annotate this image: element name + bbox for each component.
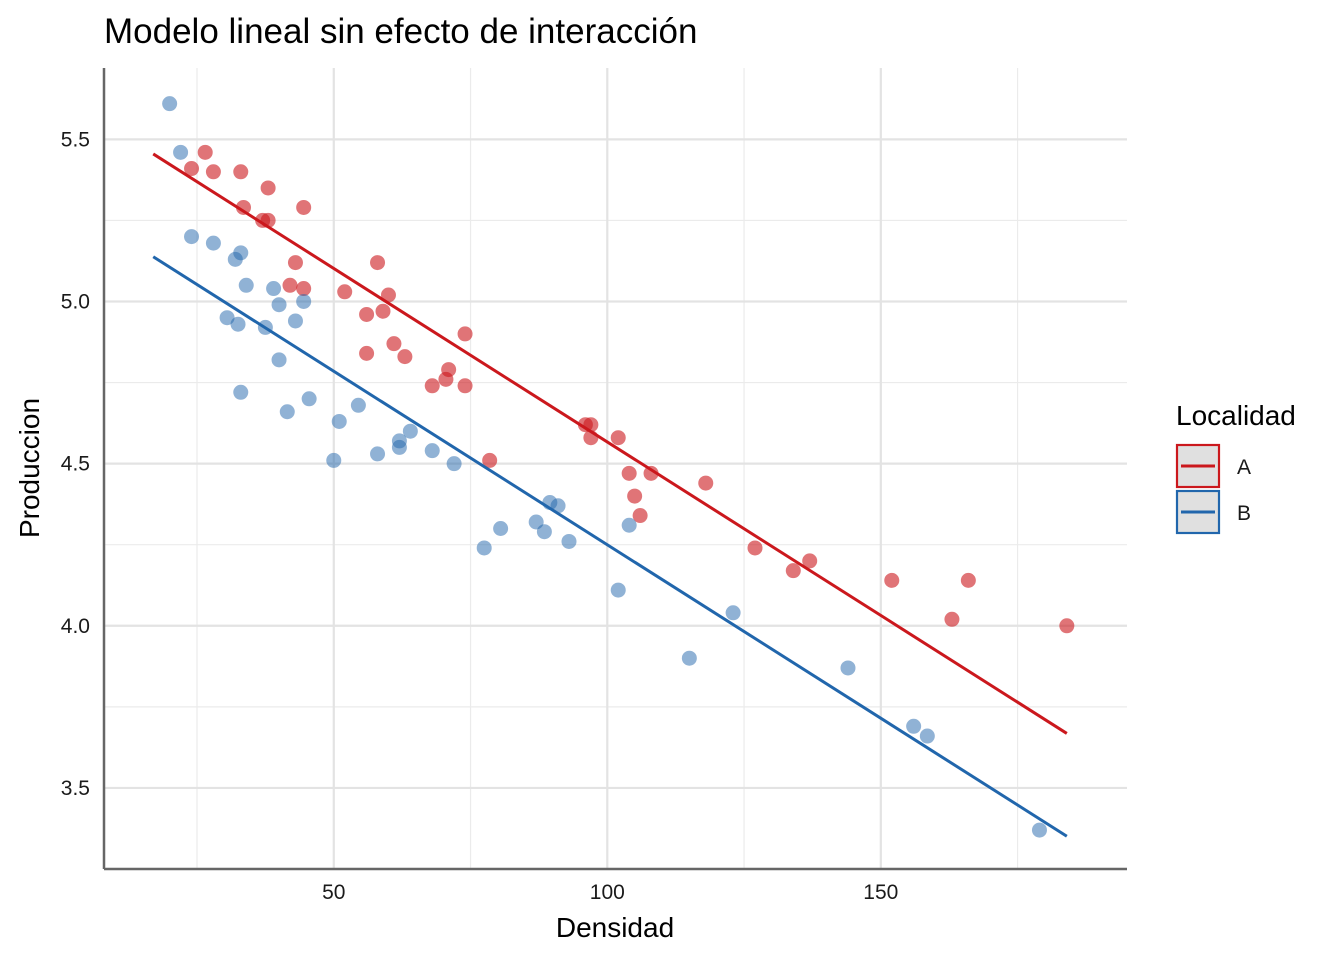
y-tick-label: 5.5 [61, 128, 90, 151]
grid-minor [104, 68, 1127, 869]
point-B [162, 96, 178, 112]
point-A [482, 452, 498, 468]
point-A [621, 465, 637, 481]
y-tick-label: 3.5 [61, 777, 90, 800]
point-A [296, 199, 312, 215]
point-A [785, 563, 801, 579]
x-axis-title: Densidad [556, 912, 674, 943]
point-A [698, 475, 714, 491]
x-tick-label: 100 [590, 881, 625, 904]
point-A [337, 284, 353, 300]
point-B [173, 144, 189, 160]
point-B [391, 439, 407, 455]
point-A [610, 430, 626, 446]
fit-lines [152, 152, 1068, 838]
y-axis-title: Produccion [14, 398, 45, 538]
point-B [446, 456, 462, 472]
y-tick-label: 5.0 [61, 290, 90, 313]
point-A [627, 488, 643, 504]
point-A [960, 572, 976, 588]
point-B [424, 443, 440, 459]
point-A [643, 465, 659, 481]
x-tick-label: 50 [322, 881, 345, 904]
point-B [205, 235, 221, 251]
point-B [271, 352, 287, 368]
legend-label-A: A [1237, 456, 1251, 479]
point-A [197, 144, 213, 160]
legend-title: Localidad [1176, 400, 1296, 431]
point-B [271, 297, 287, 313]
point-B [326, 452, 342, 468]
point-B [840, 660, 856, 676]
point-A [424, 378, 440, 394]
point-B [681, 650, 697, 666]
point-A [205, 164, 221, 180]
y-tick-label: 4.5 [61, 453, 90, 476]
point-B [233, 384, 249, 400]
point-A [260, 180, 276, 196]
point-A [944, 611, 960, 627]
point-B [301, 391, 317, 407]
point-B [906, 718, 922, 734]
point-B [233, 245, 249, 261]
point-B [219, 310, 235, 326]
point-A [359, 306, 375, 322]
x-tick-labels: 50 100 150 [322, 881, 898, 904]
point-B [331, 413, 347, 429]
point-A [1059, 618, 1075, 634]
legend-label-B: B [1237, 502, 1251, 525]
point-B [536, 524, 552, 540]
point-B [279, 404, 295, 420]
point-A [370, 255, 386, 271]
point-A [282, 277, 298, 293]
point-A [457, 378, 473, 394]
y-tick-labels: 3.5 4.0 4.5 5.0 5.5 [61, 128, 90, 800]
point-A [184, 161, 200, 177]
point-B [919, 728, 935, 744]
point-B [476, 540, 492, 556]
point-A [632, 508, 648, 524]
point-B [402, 423, 418, 439]
x-tick-label: 150 [863, 881, 898, 904]
grid-major [104, 68, 1127, 869]
point-A [397, 349, 413, 365]
point-A [380, 287, 396, 303]
point-A [296, 281, 312, 297]
point-B [561, 533, 577, 549]
point-A [359, 345, 375, 361]
y-tick-label: 4.0 [61, 615, 90, 638]
point-B [230, 316, 246, 332]
point-A [233, 164, 249, 180]
point-A [747, 540, 763, 556]
point-B [725, 605, 741, 621]
point-A [802, 553, 818, 569]
point-B [238, 277, 254, 293]
point-A [386, 336, 402, 352]
point-B [296, 293, 312, 309]
chart-title: Modelo lineal sin efecto de interacción [104, 12, 697, 51]
point-A [441, 362, 457, 378]
point-B [610, 582, 626, 598]
point-A [375, 303, 391, 319]
point-A [287, 255, 303, 271]
point-B [1031, 822, 1047, 838]
fit-line-A [152, 152, 1068, 735]
data-points [162, 96, 1075, 838]
point-A [457, 326, 473, 342]
fit-line-B [152, 255, 1068, 838]
point-B [287, 313, 303, 329]
point-B [621, 517, 637, 533]
legend: AB [1175, 443, 1251, 535]
point-A [236, 199, 251, 215]
point-B [493, 520, 509, 536]
point-B [266, 281, 282, 297]
point-B [184, 229, 200, 245]
point-B [370, 446, 386, 462]
point-B [350, 397, 366, 413]
point-A [884, 572, 900, 588]
